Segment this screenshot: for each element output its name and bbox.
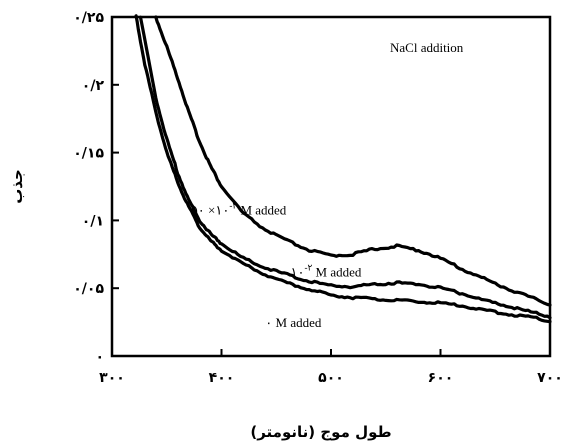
x-tick-label: ۷۰۰: [537, 370, 562, 386]
series-labels: ۵۰ ×۱۰-۲ M added ۱۰-۲ M added ۰ M added: [191, 200, 362, 330]
x-tick-label: ۴۰۰: [209, 370, 235, 386]
x-tick-label: ۶۰۰: [428, 370, 454, 386]
y-tick-label: ۰/۱۵: [73, 146, 104, 162]
x-tick-label: ۳۰۰: [99, 370, 125, 386]
annotation-title: NaCl addition: [390, 40, 464, 55]
x-axis-title: طول موج (نانومتر): [250, 423, 391, 441]
x-tick-label: ۵۰۰: [318, 370, 344, 386]
y-tick-label: ۰/۱: [82, 213, 104, 229]
series-line-0: [154, 15, 552, 307]
series-label-1: ۱۰-۲ M added: [290, 263, 361, 280]
series-label-2: ۰ M added: [265, 315, 322, 330]
series-layer: [134, 14, 552, 324]
plot-frame: [110, 15, 552, 358]
y-tick-label: ۰/۲: [82, 78, 105, 94]
series-line-2: [134, 14, 552, 324]
y-tick-label: ۰: [95, 349, 104, 365]
y-axis-title: جذب: [8, 169, 26, 204]
y-tick-label: ۰/۲۵: [73, 10, 104, 26]
y-tick-label: ۰/۰۵: [73, 281, 104, 297]
series-line-1: [138, 15, 552, 320]
series-label-0: ۵۰ ×۱۰-۲ M added: [191, 200, 287, 217]
x-axis-ticks: ۳۰۰ ۴۰۰ ۵۰۰ ۶۰۰ ۷۰۰: [99, 349, 562, 386]
